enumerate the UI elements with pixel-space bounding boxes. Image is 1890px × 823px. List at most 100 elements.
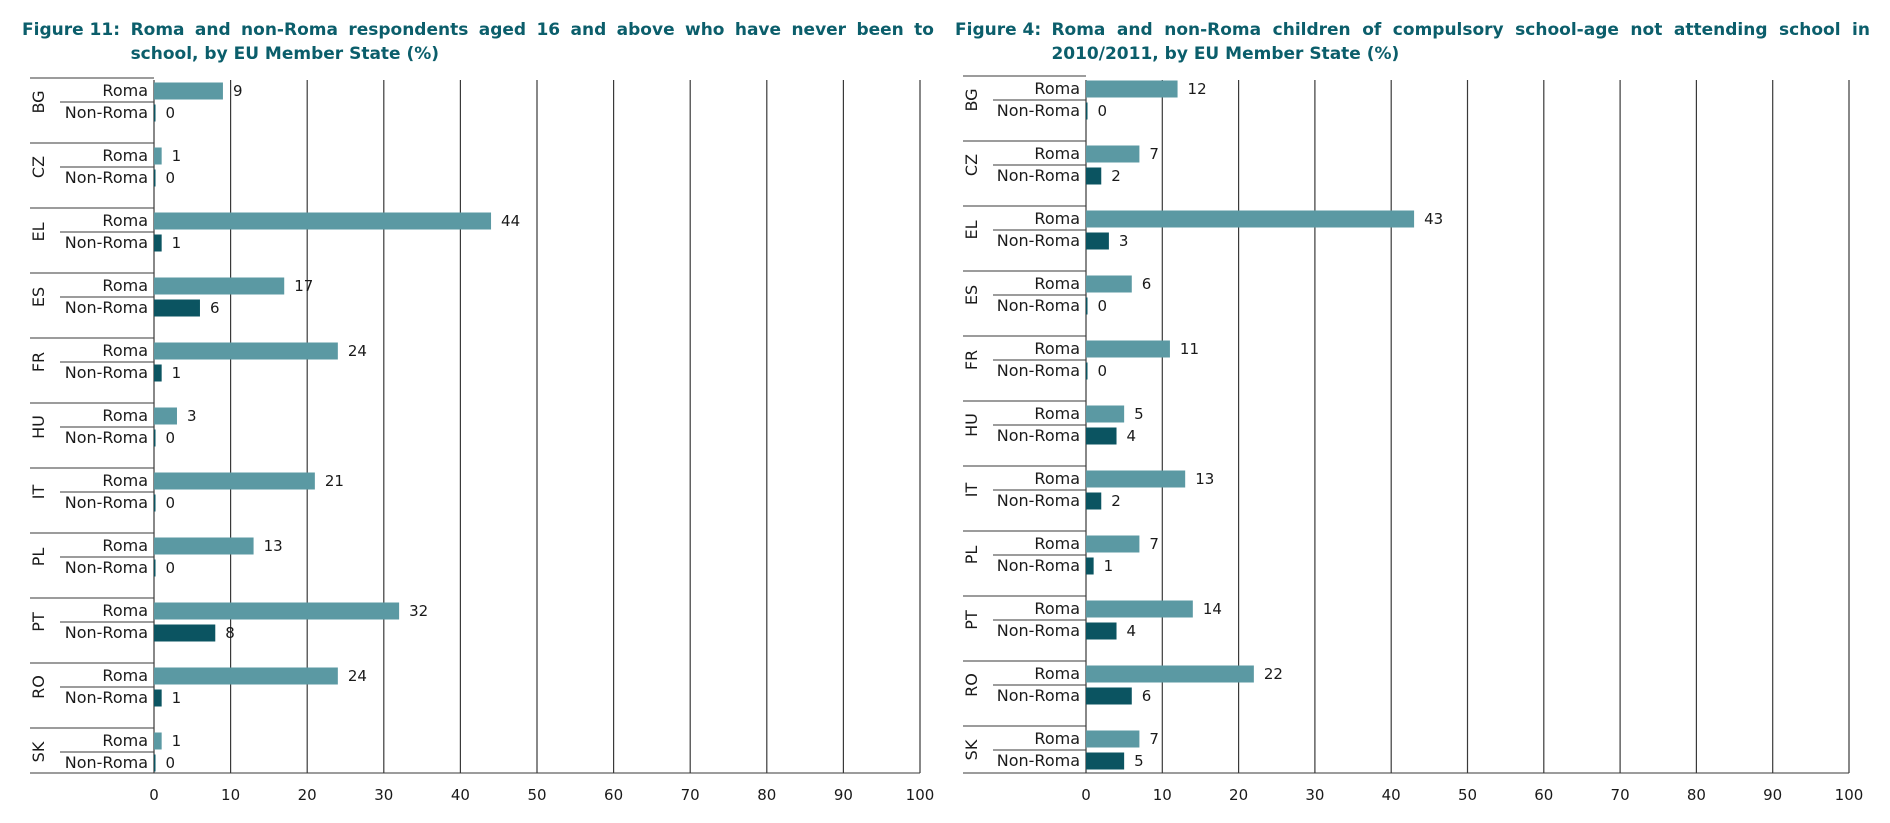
bar-non-roma-RO: [154, 689, 162, 707]
bar-non-roma-IT: [154, 494, 156, 512]
x-tick-label: 90: [1763, 786, 1782, 804]
x-tick-label: 20: [1229, 786, 1248, 804]
country-label: ES: [29, 287, 48, 307]
series-label-non-roma: Non-Roma: [997, 231, 1080, 250]
series-label-roma: Roma: [102, 471, 148, 490]
value-label-non-roma: 6: [1142, 687, 1152, 705]
country-label: CZ: [962, 154, 981, 176]
x-tick-label: 70: [681, 786, 700, 804]
bar-roma-SK: [1086, 730, 1140, 748]
series-label-roma: Roma: [1034, 469, 1080, 488]
series-label-non-roma: Non-Roma: [997, 426, 1080, 445]
value-label-non-roma: 1: [172, 364, 182, 382]
value-label-non-roma: 4: [1127, 427, 1137, 445]
series-label-non-roma: Non-Roma: [997, 751, 1080, 770]
bar-non-roma-EL: [154, 234, 162, 252]
value-label-non-roma: 0: [166, 104, 176, 122]
series-label-roma: Roma: [1034, 534, 1080, 553]
x-tick-label: 100: [1835, 786, 1864, 804]
series-label-non-roma: Non-Roma: [997, 491, 1080, 510]
value-label-non-roma: 0: [1098, 297, 1108, 315]
series-label-non-roma: Non-Roma: [997, 686, 1080, 705]
bar-non-roma-HU: [154, 429, 156, 447]
country-label: IT: [962, 483, 981, 498]
series-label-non-roma: Non-Roma: [997, 621, 1080, 640]
country-label: SK: [962, 739, 981, 760]
country-label: PT: [29, 612, 48, 632]
bar-non-roma-PT: [1086, 622, 1117, 640]
country-label: PL: [962, 546, 981, 565]
value-label-non-roma: 4: [1127, 622, 1137, 640]
figure-4-title: Roma and non-Roma children of compulsory…: [1051, 20, 1870, 64]
figure-11-title: Roma and non-Roma respondents aged 16 an…: [130, 20, 934, 64]
country-label: FR: [29, 352, 48, 372]
series-label-roma: Roma: [102, 81, 148, 100]
x-tick-label: 40: [451, 786, 470, 804]
series-label-roma: Roma: [102, 276, 148, 295]
figure-11-panel: Figure 11: Roma and non-Roma respondents…: [0, 0, 940, 823]
value-label-roma: 6: [1142, 275, 1152, 293]
bar-roma-PT: [1086, 600, 1193, 618]
bar-roma-PL: [1086, 535, 1140, 553]
series-label-non-roma: Non-Roma: [997, 556, 1080, 575]
country-label: HU: [29, 415, 48, 439]
bar-roma-FR: [1086, 340, 1170, 358]
series-label-non-roma: Non-Roma: [65, 753, 148, 772]
bar-roma-RO: [1086, 665, 1254, 683]
bar-roma-IT: [154, 472, 315, 490]
country-label: PL: [29, 548, 48, 567]
series-label-roma: Roma: [102, 536, 148, 555]
value-label-non-roma: 5: [1134, 752, 1144, 770]
bar-non-roma-SK: [1086, 752, 1125, 770]
value-label-non-roma: 1: [172, 234, 182, 252]
value-label-roma: 1: [172, 732, 182, 750]
country-label: RO: [962, 673, 981, 697]
bar-non-roma-EL: [1086, 232, 1109, 250]
series-label-non-roma: Non-Roma: [65, 298, 148, 317]
x-tick-label: 50: [1458, 786, 1477, 804]
country-label: IT: [29, 485, 48, 500]
value-label-roma: 7: [1149, 145, 1159, 163]
x-tick-label: 70: [1611, 786, 1630, 804]
series-label-roma: Roma: [1034, 729, 1080, 748]
series-label-roma: Roma: [102, 211, 148, 230]
country-label: EL: [962, 220, 981, 239]
series-label-non-roma: Non-Roma: [65, 363, 148, 382]
bar-roma-HU: [154, 407, 177, 425]
series-label-roma: Roma: [102, 731, 148, 750]
value-label-roma: 43: [1424, 210, 1443, 228]
series-label-roma: Roma: [102, 146, 148, 165]
bar-non-roma-BG: [154, 104, 156, 122]
value-label-roma: 1: [172, 147, 182, 165]
value-label-non-roma: 0: [1098, 102, 1108, 120]
x-tick-label: 60: [604, 786, 623, 804]
value-label-roma: 5: [1134, 405, 1144, 423]
series-label-roma: Roma: [1034, 599, 1080, 618]
value-label-non-roma: 0: [1098, 362, 1108, 380]
value-label-non-roma: 0: [166, 169, 176, 187]
value-label-non-roma: 0: [166, 754, 176, 772]
value-label-roma: 22: [1264, 665, 1283, 683]
value-label-non-roma: 0: [166, 494, 176, 512]
country-label: BG: [962, 88, 981, 111]
series-label-roma: Roma: [102, 666, 148, 685]
country-label: RO: [29, 675, 48, 699]
value-label-roma: 14: [1203, 600, 1222, 618]
value-label-non-roma: 0: [166, 429, 176, 447]
bar-non-roma-HU: [1086, 427, 1117, 445]
series-label-non-roma: Non-Roma: [65, 428, 148, 447]
bar-roma-RO: [154, 667, 338, 685]
value-label-roma: 7: [1149, 535, 1159, 553]
bar-roma-ES: [154, 277, 285, 295]
x-tick-label: 0: [1081, 786, 1091, 804]
series-label-non-roma: Non-Roma: [65, 558, 148, 577]
bar-roma-PT: [154, 602, 400, 620]
x-tick-label: 30: [1305, 786, 1324, 804]
series-label-non-roma: Non-Roma: [997, 166, 1080, 185]
x-tick-label: 40: [1382, 786, 1401, 804]
bar-roma-ES: [1086, 275, 1132, 293]
bar-non-roma-BG: [1086, 102, 1088, 120]
series-label-roma: Roma: [1034, 339, 1080, 358]
value-label-roma: 24: [348, 342, 367, 360]
